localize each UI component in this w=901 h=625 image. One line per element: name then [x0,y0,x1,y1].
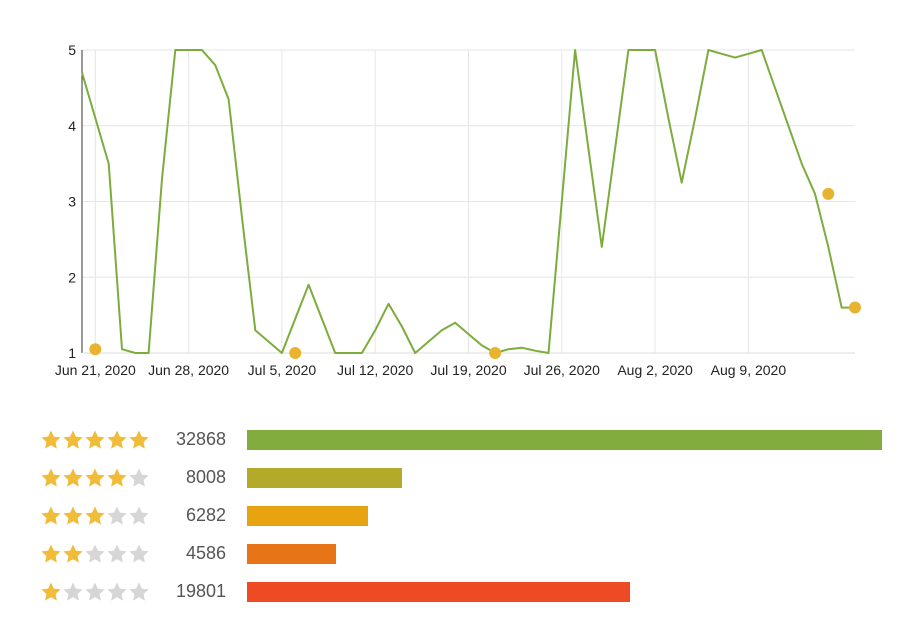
star-rating [40,467,150,489]
star-filled-icon [84,467,106,489]
star-filled-icon [62,467,84,489]
star-filled-icon [106,467,128,489]
rating-bar-track [247,506,882,526]
chart-svg: 1 2 3 4 5 Jun 21, 2020 Jun 28, 2020 Jul 5, 2020… [55,42,861,378]
star-filled-icon [128,429,150,451]
rating-count: 4586 [185,543,226,563]
star-filled-icon [62,505,84,527]
rating-bar [247,430,882,450]
star-empty-icon [128,543,150,565]
y-tick-label: 3 [68,194,76,210]
data-point-marker[interactable] [822,187,835,200]
y-tick-label: 1 [68,345,76,361]
star-rating [40,543,150,565]
x-tick-label: Aug 2, 2020 [617,362,693,378]
data-point-marker[interactable] [849,301,861,314]
star-empty-icon [62,581,84,603]
star-filled-icon [40,467,62,489]
data-point-marker[interactable] [489,347,502,359]
star-rating [40,505,150,527]
rating-row-4-stars[interactable]: 8008 [0,458,901,496]
data-point-marker[interactable] [289,347,302,359]
rating-bar-track [247,430,882,450]
star-empty-icon [128,505,150,527]
rating-row-2-stars[interactable]: 4586 [0,534,901,572]
rating-row-5-stars[interactable]: 32868 [0,420,901,458]
star-filled-icon [84,505,106,527]
x-tick-label: Aug 9, 2020 [711,362,787,378]
rating-count: 32868 [175,429,226,449]
rating-count: 6282 [185,505,226,525]
rating-row-1-stars[interactable]: 19801 [0,572,901,610]
rating-bar [247,468,402,488]
star-filled-icon [106,429,128,451]
star-filled-icon [84,429,106,451]
star-filled-icon [62,543,84,565]
star-empty-icon [84,543,106,565]
data-point-marker[interactable] [89,343,102,356]
star-rating [40,429,150,451]
star-empty-icon [106,581,128,603]
star-empty-icon [128,581,150,603]
star-empty-icon [128,467,150,489]
series-line [81,49,855,354]
y-tick-label: 5 [68,42,76,58]
star-empty-icon [106,543,128,565]
star-filled-icon [40,429,62,451]
x-tick-label: Jul 12, 2020 [337,362,413,378]
y-tick-label: 2 [68,269,76,285]
rating-count: 19801 [175,581,226,601]
rating-bar [247,506,369,526]
rating-bar-track [247,582,882,602]
star-filled-icon [40,543,62,565]
rating-count: 8008 [185,467,226,487]
star-filled-icon [40,581,62,603]
y-tick-label: 4 [68,118,76,134]
x-tick-label: Jun 28, 2020 [148,362,229,378]
x-tick-label: Jul 19, 2020 [430,362,506,378]
rating-bar [247,544,336,564]
rating-bar-track [247,468,882,488]
rating-bar [247,582,630,602]
x-tick-label: Jun 21, 2020 [55,362,136,378]
x-tick-label: Jul 5, 2020 [248,362,317,378]
rating-bar-track [247,544,882,564]
rating-trend-chart: 1 2 3 4 5 Jun 21, 2020 Jun 28, 2020 Jul 5, 2020… [55,42,861,378]
star-rating [40,581,150,603]
star-filled-icon [40,505,62,527]
rating-row-3-stars[interactable]: 6282 [0,496,901,534]
x-tick-label: Jul 26, 2020 [524,362,600,378]
star-empty-icon [84,581,106,603]
star-empty-icon [106,505,128,527]
star-filled-icon [62,429,84,451]
